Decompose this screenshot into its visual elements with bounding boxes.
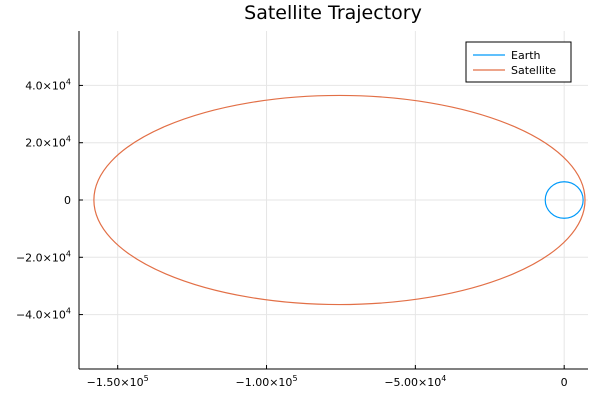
series-earth-path — [544, 181, 584, 219]
plot-area — [93, 94, 586, 306]
x-tick-label: 0 — [561, 376, 568, 389]
y-tick-label: −2.0×104 — [16, 249, 71, 264]
axes — [78, 31, 588, 370]
grid — [79, 31, 588, 369]
y-tick-label: 2.0×104 — [25, 135, 71, 150]
chart-title: Satellite Trajectory — [244, 2, 422, 24]
legend-label-satellite: Satellite — [511, 64, 556, 77]
x-tick-label: −1.00×105 — [236, 374, 298, 389]
tick-labels: −1.50×105 −1.00×105 −5.00×104 0 4.0×104 2.0×1… — [16, 77, 568, 389]
legend: Earth Satellite — [465, 41, 572, 83]
legend-label-earth: Earth — [511, 49, 541, 62]
x-tick-label: −5.00×104 — [384, 374, 446, 389]
series-satellite-path — [93, 94, 586, 306]
y-tick-label: 0 — [64, 194, 71, 207]
y-tick-label: 4.0×104 — [25, 77, 71, 92]
x-tick-label: −1.50×105 — [87, 374, 149, 389]
y-tick-label: −4.0×104 — [16, 307, 71, 322]
legend-box — [465, 41, 572, 83]
